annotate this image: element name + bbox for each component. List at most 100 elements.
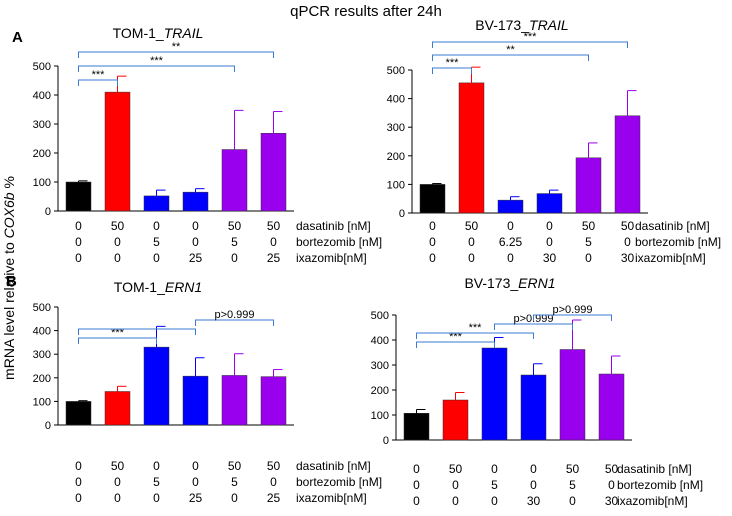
significance-bracket bbox=[416, 332, 534, 339]
condition-value: 0 bbox=[530, 462, 537, 476]
figure-title: qPCR results after 24h bbox=[290, 3, 442, 20]
y-tick-label: 400 bbox=[33, 90, 51, 102]
condition-value: 5 bbox=[569, 478, 576, 492]
bar bbox=[65, 181, 92, 212]
y-tick-label: 0 bbox=[45, 206, 51, 218]
bar bbox=[614, 115, 641, 214]
condition-value: 5 bbox=[585, 235, 592, 249]
chart-title-gene: ERN1 bbox=[165, 279, 202, 295]
condition-label: dasatinib [nM] bbox=[617, 462, 692, 476]
condition-value: 0 bbox=[114, 475, 121, 489]
chart-title-prefix: BV-173_ bbox=[464, 275, 518, 291]
condition-value: 0 bbox=[624, 235, 631, 249]
significance-label: *** bbox=[92, 69, 106, 81]
condition-value: 50 bbox=[111, 459, 125, 473]
y-tick-label: 300 bbox=[387, 122, 405, 134]
condition-label: bortezomib [nM] bbox=[617, 478, 703, 492]
significance-label: *** bbox=[150, 55, 164, 67]
significance-bracket bbox=[432, 41, 628, 48]
condition-value: 0 bbox=[114, 491, 121, 505]
bar bbox=[182, 375, 209, 426]
condition-label: dasatinib [nM] bbox=[296, 459, 371, 473]
panel-a-letter: A bbox=[12, 29, 23, 46]
condition-value: 25 bbox=[189, 491, 203, 505]
chart-title: BV-173_ERN1 bbox=[464, 275, 555, 291]
bar bbox=[221, 149, 248, 212]
condition-value: 0 bbox=[75, 219, 82, 233]
bar bbox=[104, 91, 131, 212]
condition-value: 0 bbox=[153, 251, 160, 265]
bar bbox=[520, 374, 547, 441]
condition-value: 0 bbox=[429, 235, 436, 249]
chart-title: TOM-1_ERN1 bbox=[114, 279, 202, 295]
condition-value: 0 bbox=[114, 251, 121, 265]
y-tick-label: 200 bbox=[33, 373, 51, 385]
chart-panel-4: BV-173_ERN10100200300400500******p>0.999… bbox=[371, 275, 703, 508]
condition-value: 0 bbox=[413, 494, 420, 508]
bar bbox=[143, 195, 170, 212]
bar bbox=[260, 376, 287, 426]
condition-value: 0 bbox=[429, 251, 436, 265]
condition-value: 25 bbox=[267, 491, 281, 505]
significance-label: *** bbox=[524, 31, 538, 43]
condition-value: 50 bbox=[449, 462, 463, 476]
significance-bracket bbox=[78, 79, 118, 86]
condition-value: 0 bbox=[585, 251, 592, 265]
condition-value: 0 bbox=[75, 491, 82, 505]
condition-value: 5 bbox=[231, 475, 238, 489]
y-tick-label: 100 bbox=[387, 179, 405, 191]
y-tick-label: 200 bbox=[371, 385, 389, 397]
condition-value: 50 bbox=[267, 459, 281, 473]
chart-title-prefix: TOM-1_ bbox=[113, 25, 164, 41]
bar bbox=[559, 349, 586, 441]
significance-label: *** bbox=[449, 331, 463, 343]
bar bbox=[403, 413, 430, 441]
y-tick-label: 400 bbox=[387, 94, 405, 106]
bar bbox=[260, 133, 287, 212]
condition-value: 50 bbox=[566, 462, 580, 476]
y-tick-label: 500 bbox=[33, 302, 51, 314]
significance-label: p>0.999 bbox=[214, 309, 254, 321]
significance-bracket bbox=[78, 51, 274, 58]
condition-value: 50 bbox=[228, 219, 242, 233]
condition-value: 0 bbox=[452, 478, 459, 492]
condition-value: 0 bbox=[153, 491, 160, 505]
significance-bracket bbox=[432, 67, 472, 74]
chart-title-gene: ERN1 bbox=[518, 275, 555, 291]
y-tick-label: 0 bbox=[383, 435, 389, 447]
condition-value: 0 bbox=[608, 478, 615, 492]
condition-value: 0 bbox=[192, 219, 199, 233]
significance-bracket bbox=[533, 314, 612, 321]
bar bbox=[442, 399, 469, 441]
condition-label: bortezomib [nM] bbox=[296, 475, 382, 489]
condition-value: 0 bbox=[75, 459, 82, 473]
condition-value: 6.25 bbox=[499, 235, 523, 249]
significance-bracket bbox=[78, 337, 157, 344]
condition-value: 0 bbox=[270, 235, 277, 249]
significance-label: p>0.999 bbox=[552, 304, 592, 316]
y-tick-label: 400 bbox=[371, 335, 389, 347]
y-tick-label: 100 bbox=[371, 410, 389, 422]
condition-value: 25 bbox=[189, 251, 203, 265]
bar bbox=[481, 347, 508, 441]
condition-label: dasatinib [nM] bbox=[635, 219, 710, 233]
chart-title-prefix: BV-173_ bbox=[475, 17, 529, 33]
condition-value: 50 bbox=[621, 219, 635, 233]
condition-value: 0 bbox=[192, 235, 199, 249]
significance-label: ** bbox=[506, 44, 515, 56]
y-tick-label: 500 bbox=[33, 61, 51, 73]
y-tick-label: 100 bbox=[33, 177, 51, 189]
condition-value: 50 bbox=[111, 219, 125, 233]
y-tick-label: 100 bbox=[33, 396, 51, 408]
condition-value: 0 bbox=[413, 462, 420, 476]
condition-value: 50 bbox=[605, 462, 619, 476]
condition-value: 50 bbox=[582, 219, 596, 233]
bar bbox=[182, 191, 209, 212]
chart-title-gene: TRAIL bbox=[164, 25, 204, 41]
condition-value: 0 bbox=[270, 475, 277, 489]
condition-label: dasatinib [nM] bbox=[296, 219, 371, 233]
y-tick-label: 0 bbox=[45, 420, 51, 432]
